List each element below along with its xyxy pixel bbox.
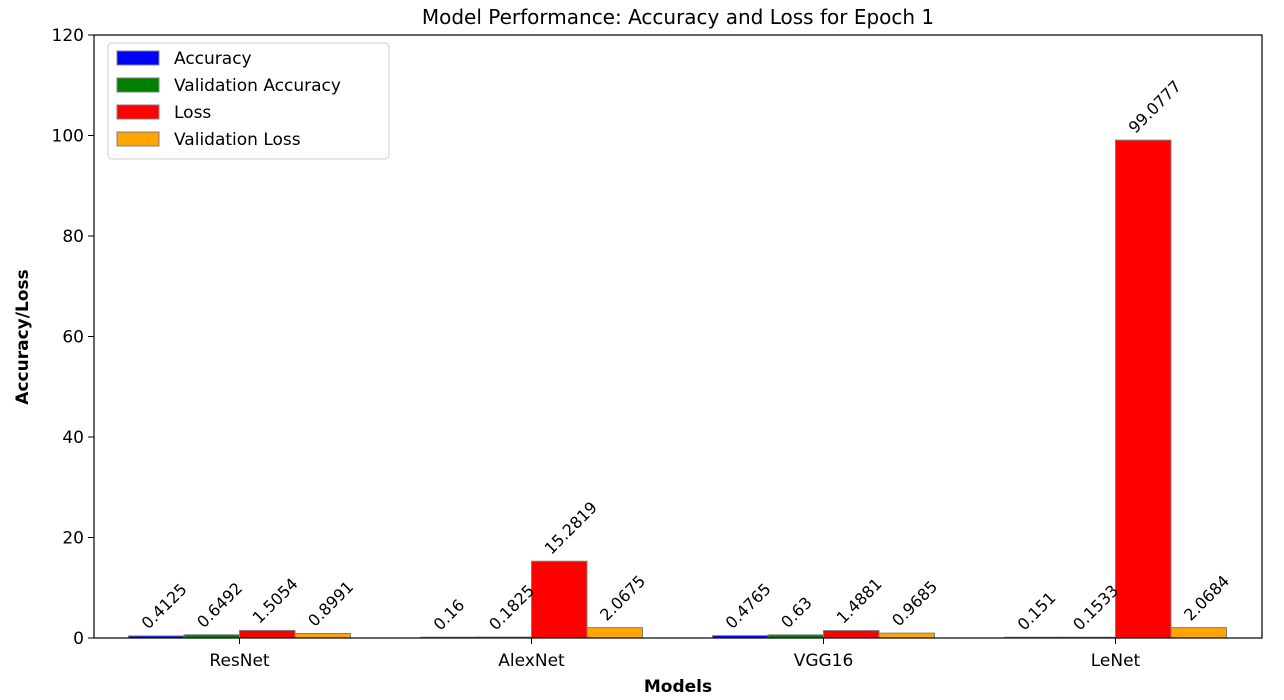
bar-value-label: 0.4125 bbox=[138, 580, 191, 633]
x-axis: ResNet AlexNet VGG16 LeNet bbox=[209, 638, 1141, 671]
y-tick-label: 80 bbox=[62, 227, 84, 247]
bars-group bbox=[128, 139, 1227, 639]
bar-loss-lenet bbox=[1115, 139, 1172, 639]
chart-title: Model Performance: Accuracy and Loss for… bbox=[422, 5, 934, 29]
y-tick-label: 0 bbox=[73, 629, 84, 649]
x-tick-label: VGG16 bbox=[794, 651, 854, 671]
bar-value-label: 0.1533 bbox=[1069, 581, 1122, 634]
legend-swatch-validation-loss bbox=[116, 131, 160, 147]
x-tick-label: LeNet bbox=[1091, 651, 1141, 671]
x-tick-label: ResNet bbox=[209, 651, 270, 671]
bar-labels-group: 0.4125 0.6492 1.5054 0.8991 0.16 0.182515.281… bbox=[138, 77, 1234, 634]
bar-validation-loss-lenet bbox=[1170, 627, 1227, 639]
legend-swatch-accuracy bbox=[116, 50, 160, 66]
y-axis-label: Accuracy/Loss bbox=[13, 269, 33, 404]
bar-value-label: 0.8991 bbox=[304, 577, 357, 630]
y-tick-label: 120 bbox=[52, 26, 84, 46]
y-tick-label: 20 bbox=[62, 529, 84, 549]
bar-value-label: 2.0684 bbox=[1180, 571, 1233, 624]
bar-loss-alexnet bbox=[531, 560, 588, 639]
bar-validation-loss-alexnet bbox=[586, 627, 643, 639]
bar-value-label: 0.4765 bbox=[722, 579, 775, 632]
legend-swatch-validation-accuracy bbox=[116, 77, 160, 93]
bar-value-label: 1.5054 bbox=[249, 574, 302, 627]
bar-value-label: 0.6492 bbox=[193, 579, 246, 632]
legend-label-validation-loss: Validation Loss bbox=[174, 130, 301, 150]
bar-loss-vgg16 bbox=[823, 630, 880, 639]
x-tick-label: AlexNet bbox=[498, 651, 565, 671]
y-tick-label: 40 bbox=[62, 428, 84, 448]
bar-loss-resnet bbox=[239, 629, 296, 639]
bar-validation-loss-vgg16 bbox=[878, 632, 935, 639]
bar-value-label: 1.4881 bbox=[833, 574, 886, 627]
legend: Accuracy Validation Accuracy Loss Validatio… bbox=[107, 42, 390, 160]
y-tick-label: 60 bbox=[62, 328, 84, 348]
bar-value-label: 0.9685 bbox=[888, 577, 941, 630]
bar-value-label: 0.151 bbox=[1014, 588, 1060, 634]
y-axis: 0 20 40 60 80 100 120 bbox=[52, 26, 94, 649]
legend-swatch-loss bbox=[116, 104, 160, 120]
bar-value-label: 2.0675 bbox=[596, 571, 649, 624]
bar-value-label: 99.0777 bbox=[1125, 77, 1185, 137]
x-axis-label: Models bbox=[644, 677, 712, 697]
y-tick-label: 100 bbox=[52, 127, 84, 147]
bar-value-label: 15.2819 bbox=[541, 498, 601, 558]
bar-value-label: 0.16 bbox=[430, 595, 469, 634]
legend-label-loss: Loss bbox=[174, 103, 211, 123]
bar-value-label: 0.63 bbox=[777, 593, 816, 632]
legend-label-validation-accuracy: Validation Accuracy bbox=[174, 76, 341, 96]
legend-label-accuracy: Accuracy bbox=[174, 49, 252, 69]
legend-box bbox=[107, 42, 390, 160]
bar-value-label: 0.1825 bbox=[485, 581, 538, 634]
bar-validation-loss-resnet bbox=[294, 632, 351, 639]
